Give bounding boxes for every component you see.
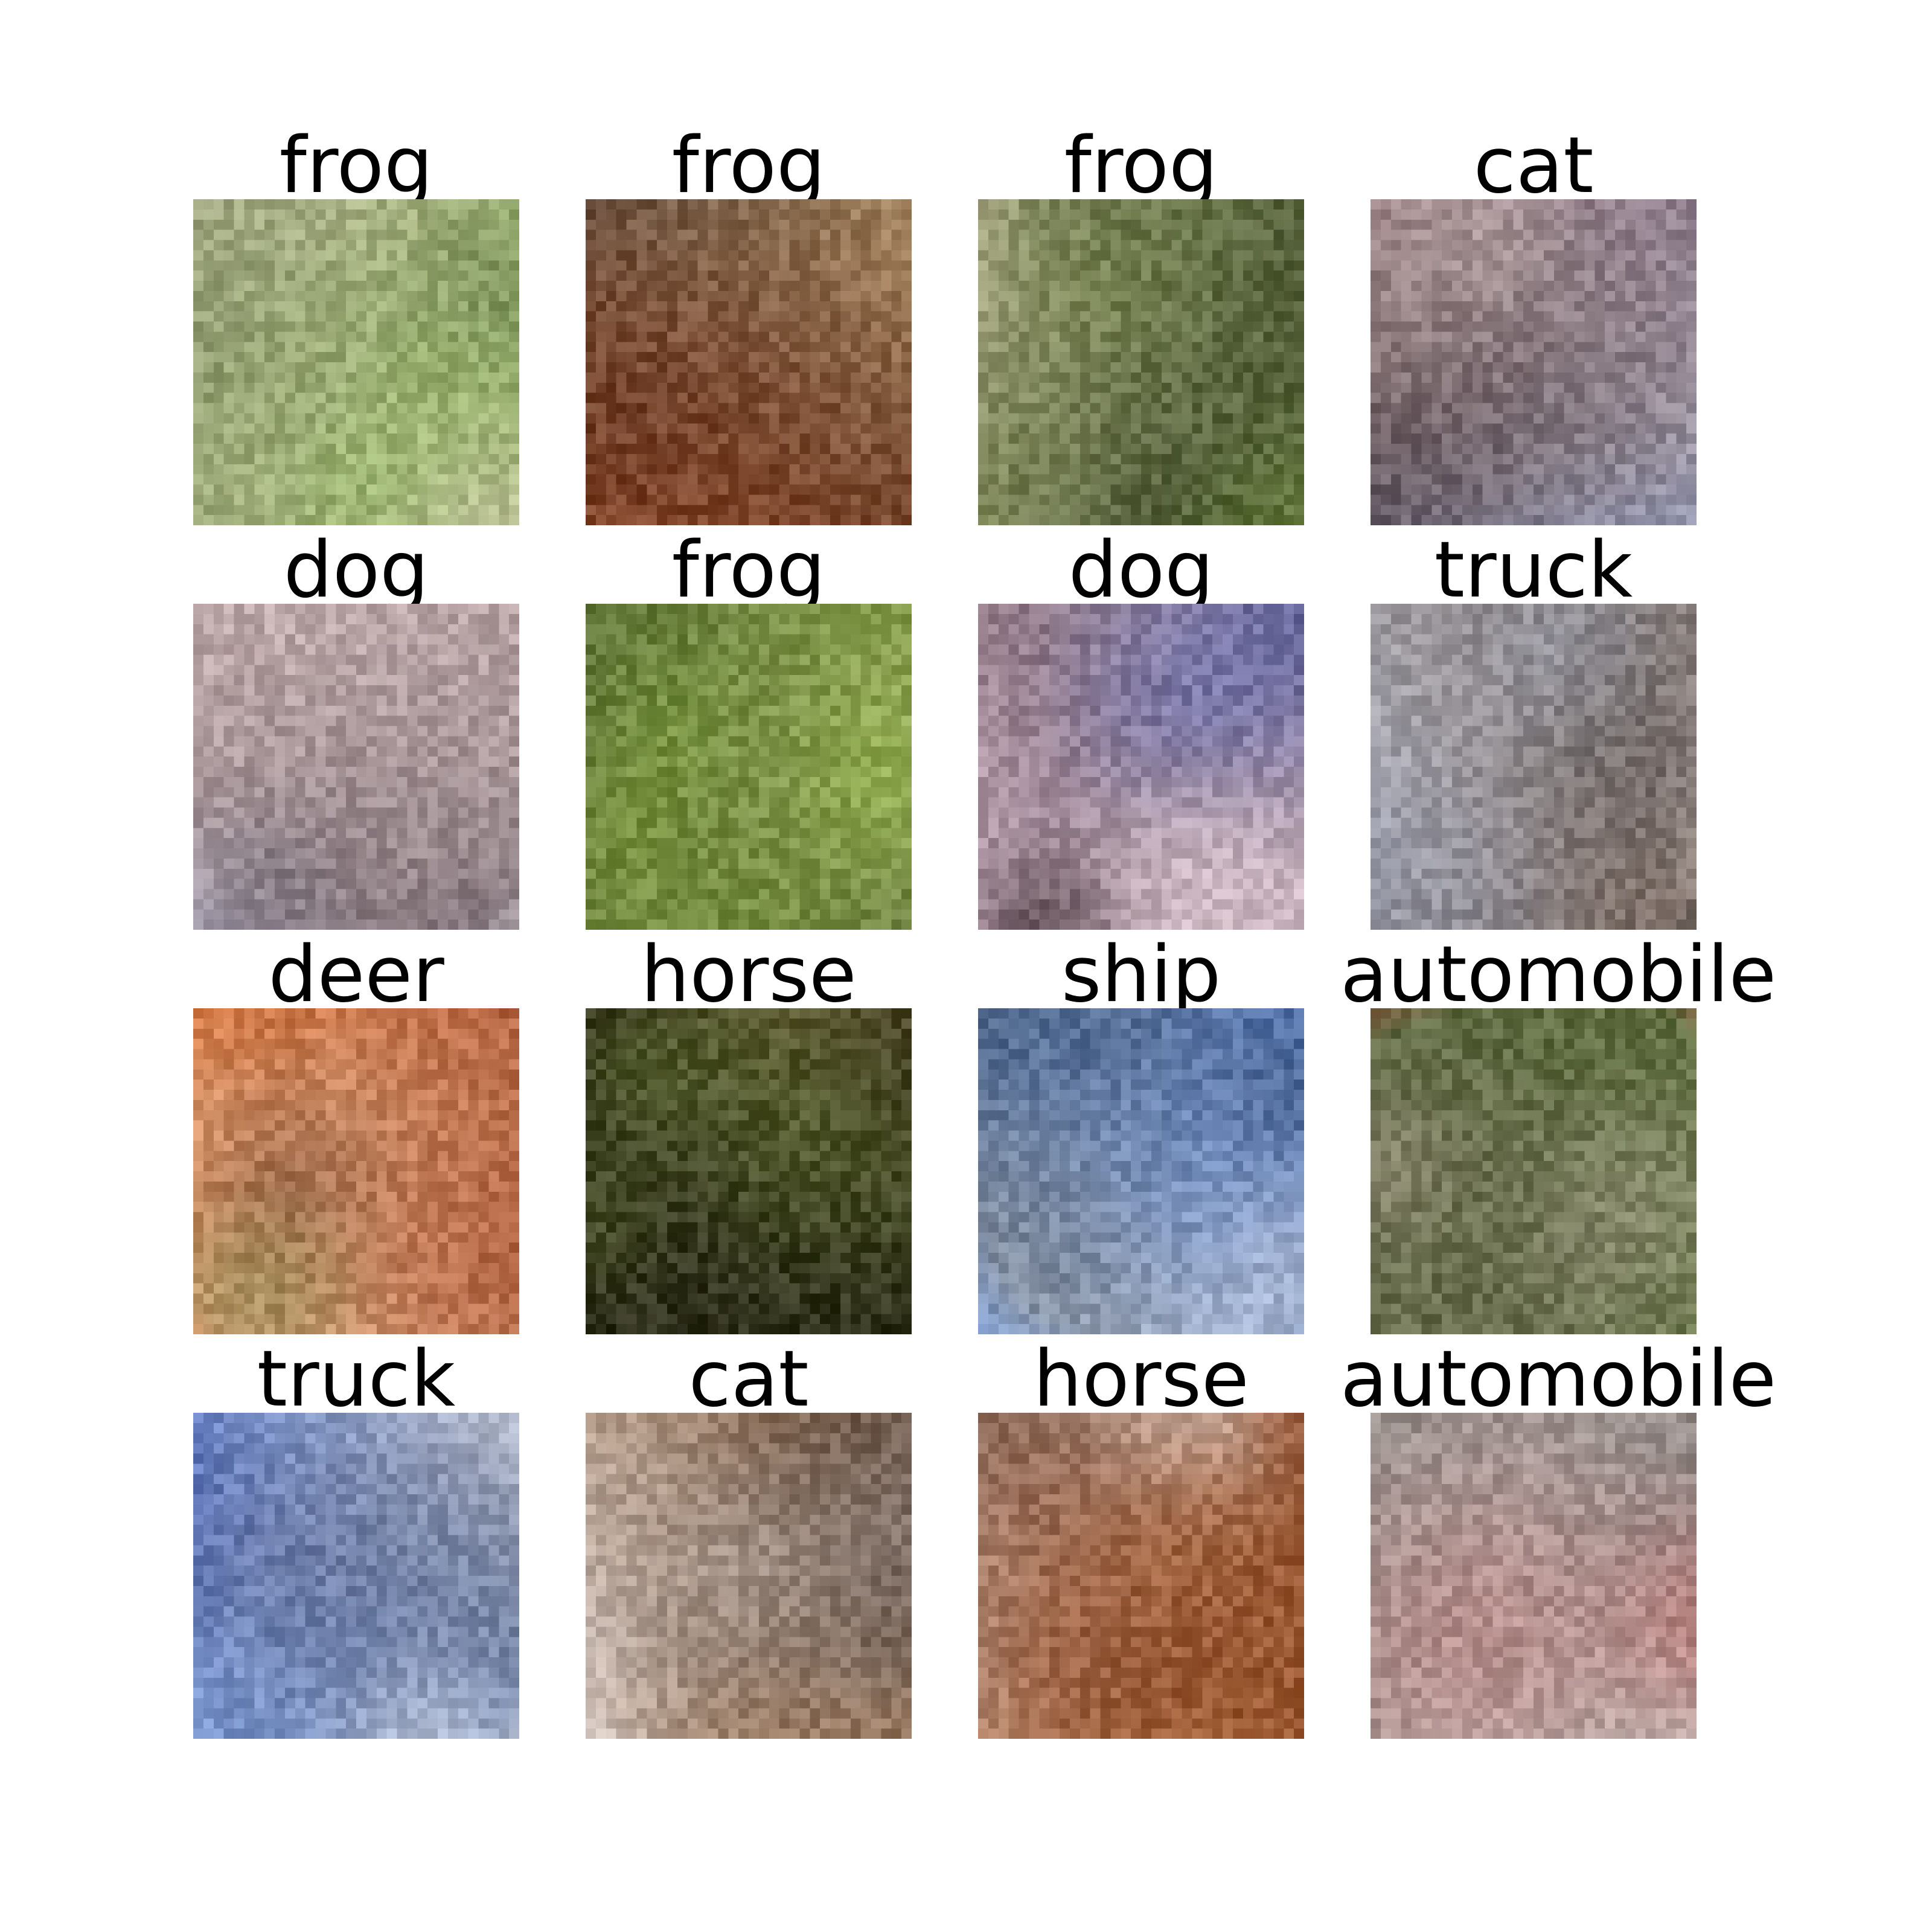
cell-image <box>586 1008 912 1334</box>
cell-label: truck <box>257 1334 456 1424</box>
grid-cell: frog <box>555 525 942 936</box>
grid-cell: dog <box>163 525 549 936</box>
cell-label: frog <box>671 525 826 615</box>
grid-cell: frog <box>555 121 942 531</box>
cell-label: dog <box>283 525 429 615</box>
cell-label: ship <box>1061 930 1221 1020</box>
grid-cell: dog <box>948 525 1334 936</box>
cell-image <box>193 1008 519 1334</box>
cell-image <box>978 604 1304 930</box>
cell-image <box>193 604 519 930</box>
grid-cell: truck <box>1340 525 1727 936</box>
cell-label: dog <box>1068 525 1214 615</box>
cell-label: horse <box>1033 1334 1249 1424</box>
cell-label: frog <box>1064 121 1218 211</box>
grid-cell: horse <box>555 930 942 1340</box>
cell-image <box>193 199 519 525</box>
cell-image <box>193 1413 519 1739</box>
grid-cell: cat <box>1340 121 1727 531</box>
cell-label: horse <box>641 930 857 1020</box>
grid-cell: ship <box>948 930 1334 1340</box>
grid-cell: automobile <box>1340 930 1777 1340</box>
cell-label: frog <box>279 121 433 211</box>
grid-cell: deer <box>163 930 549 1340</box>
cell-image <box>1371 1413 1697 1739</box>
grid-cell: frog <box>163 121 549 531</box>
cell-label: truck <box>1434 525 1633 615</box>
cell-image <box>1371 199 1697 525</box>
cell-image <box>978 1008 1304 1334</box>
grid-cell: automobile <box>1340 1334 1777 1745</box>
cell-image <box>586 1413 912 1739</box>
cell-image <box>978 1413 1304 1739</box>
cell-label: automobile <box>1340 1334 1777 1424</box>
cell-image <box>978 199 1304 525</box>
cell-image <box>586 199 912 525</box>
grid-cell: truck <box>163 1334 549 1745</box>
grid-cell: frog <box>948 121 1334 531</box>
cell-label: deer <box>268 930 444 1020</box>
grid-cell: horse <box>948 1334 1334 1745</box>
cell-label: frog <box>671 121 826 211</box>
cell-image <box>1371 604 1697 930</box>
cell-image <box>1371 1008 1697 1334</box>
cell-label: automobile <box>1340 930 1777 1020</box>
cell-label: cat <box>688 1334 809 1424</box>
cell-label: cat <box>1473 121 1594 211</box>
cell-image <box>586 604 912 930</box>
grid-cell: cat <box>555 1334 942 1745</box>
